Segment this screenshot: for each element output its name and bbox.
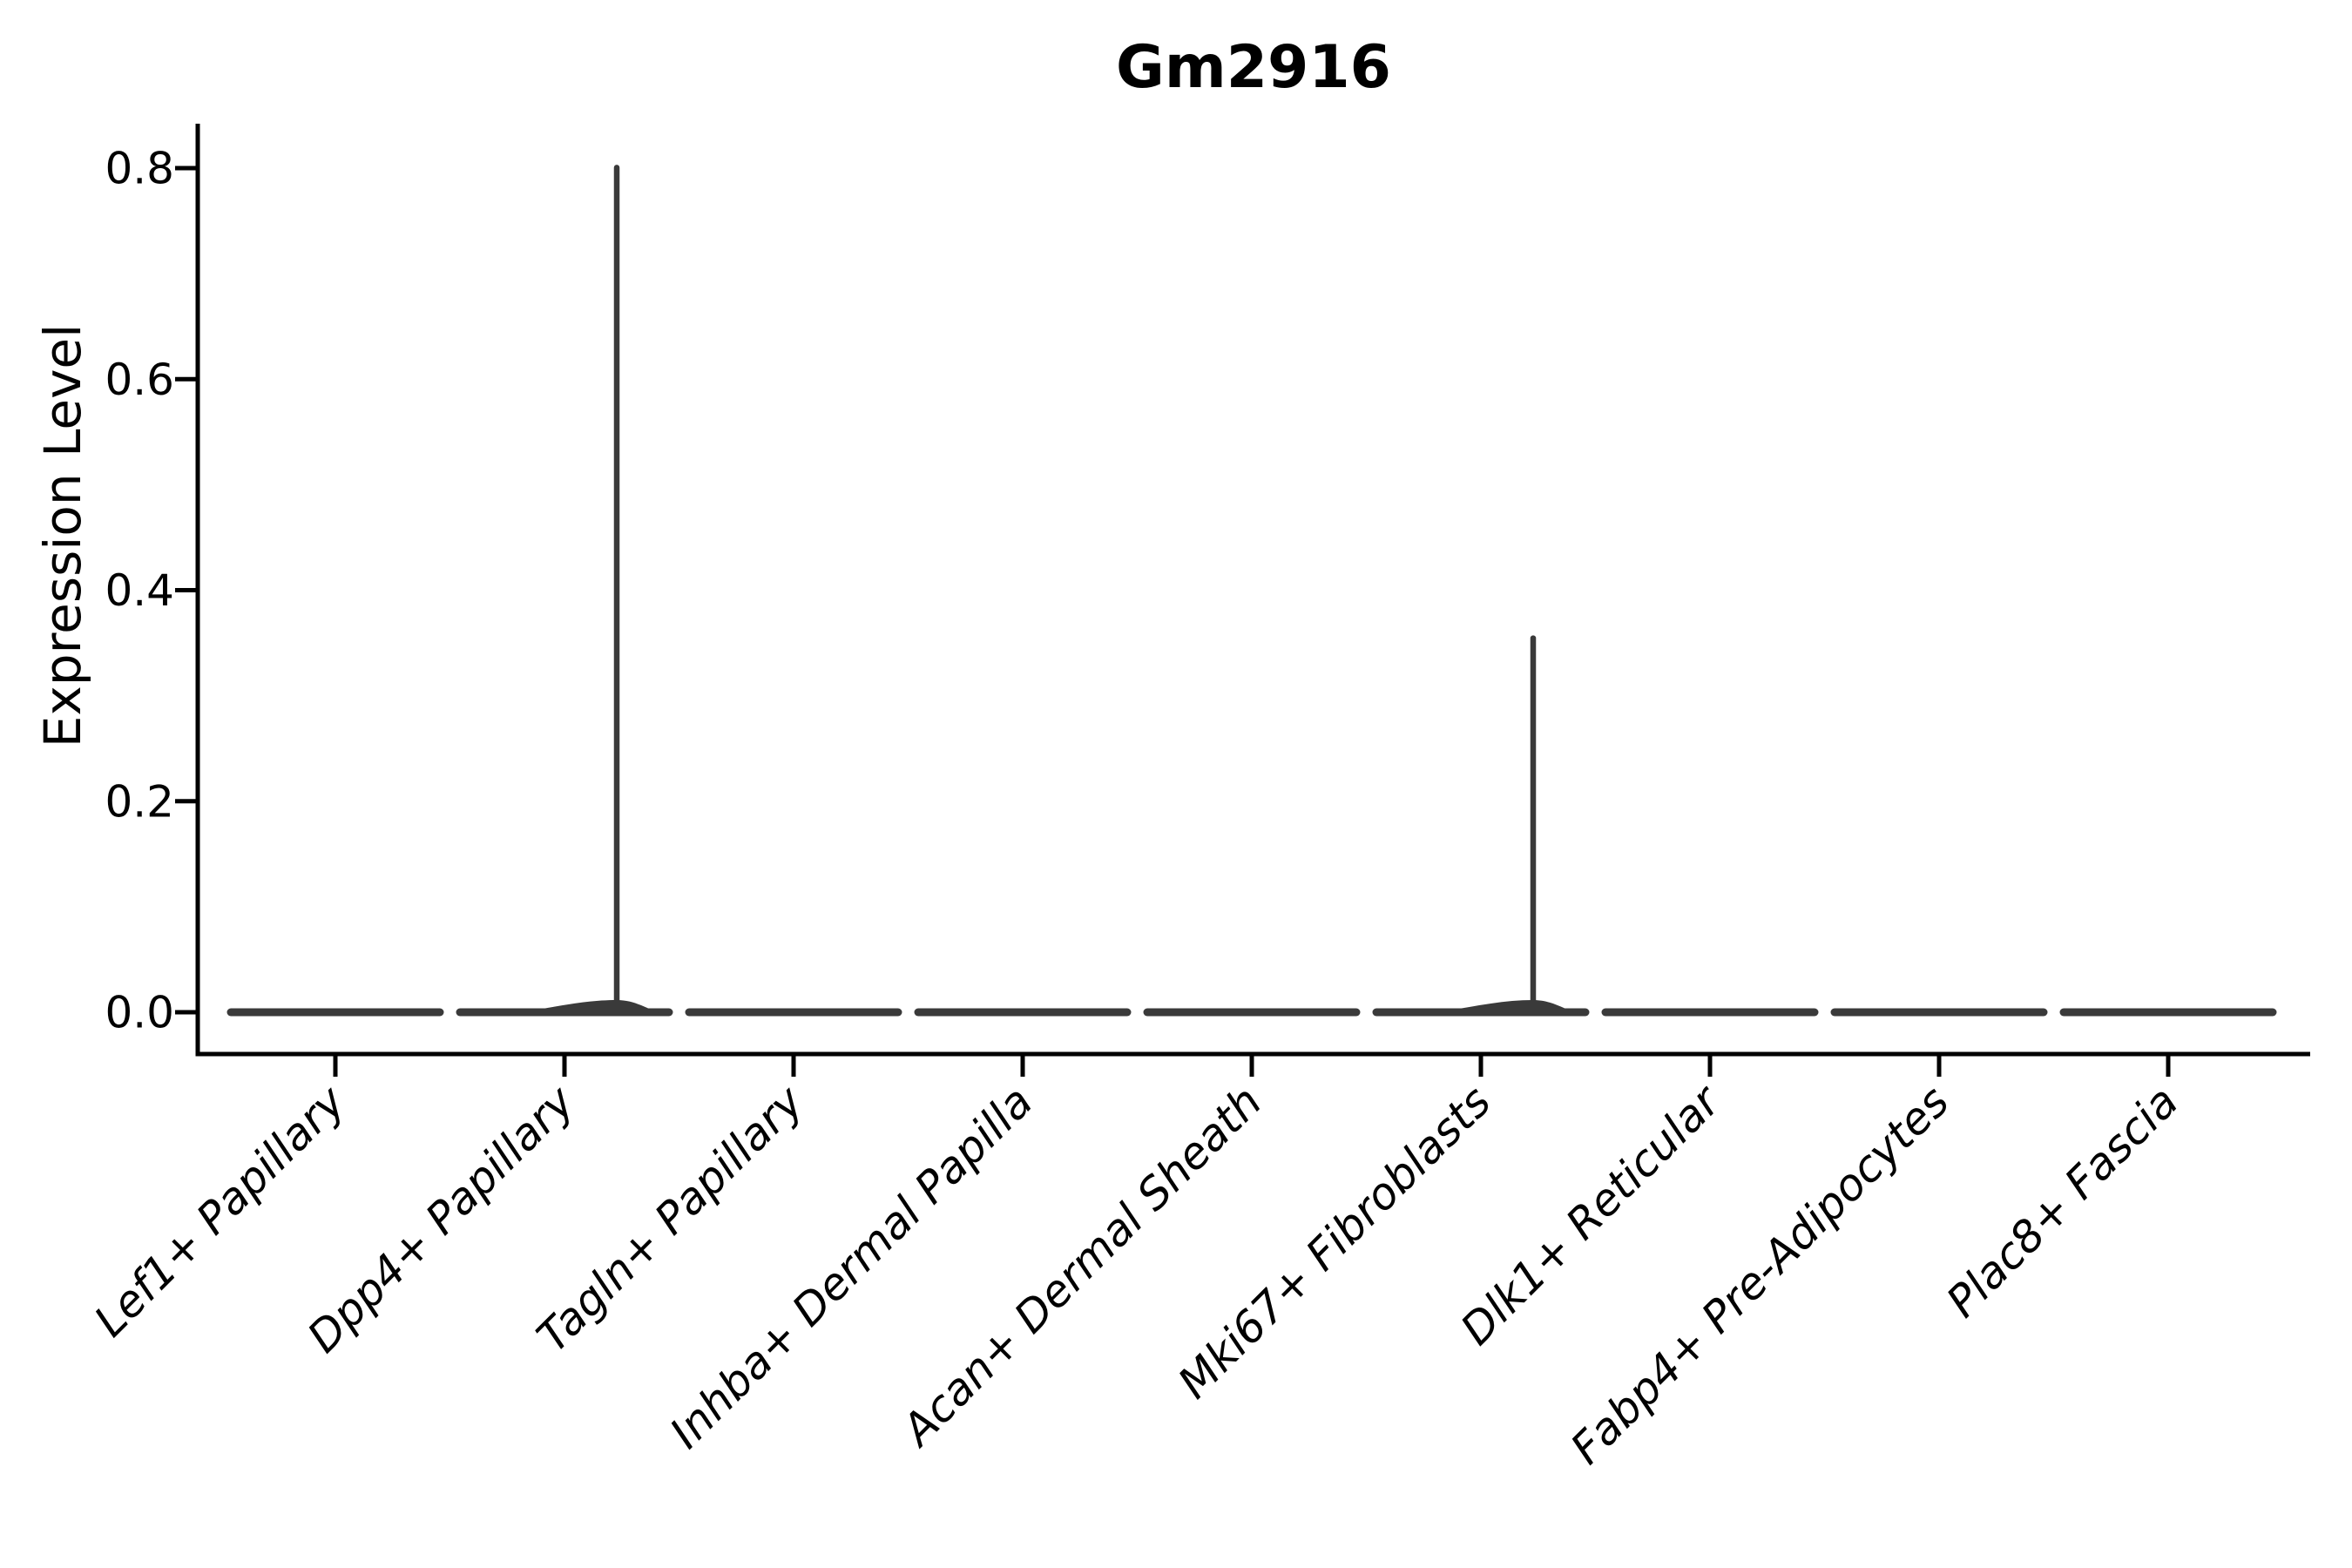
x-category-label: Acan+ Dermal Sheath <box>891 1076 1272 1456</box>
y-tick-label: 0.2 <box>105 776 174 827</box>
chart-title: Gm2916 <box>1116 33 1391 102</box>
y-axis-label: Expression Level <box>33 324 92 747</box>
y-tick-label: 0.4 <box>105 565 174 616</box>
x-category-label: Lef1+ Papillary <box>84 1075 355 1346</box>
y-tick-label: 0.8 <box>105 144 174 194</box>
violins-layer <box>226 165 2277 1017</box>
x-category-label: Plac8+ Fascia <box>1937 1076 2188 1327</box>
y-tick-label: 0.0 <box>105 988 174 1038</box>
violin-swell <box>1416 1000 1584 1017</box>
x-category-label: Inhba+ Dermal Papilla <box>660 1076 1042 1457</box>
violin-swell <box>499 1000 667 1017</box>
x-category-label: Fabp4+ Pre-Adipocytes <box>1561 1076 1959 1474</box>
y-tick-label: 0.6 <box>105 355 174 405</box>
